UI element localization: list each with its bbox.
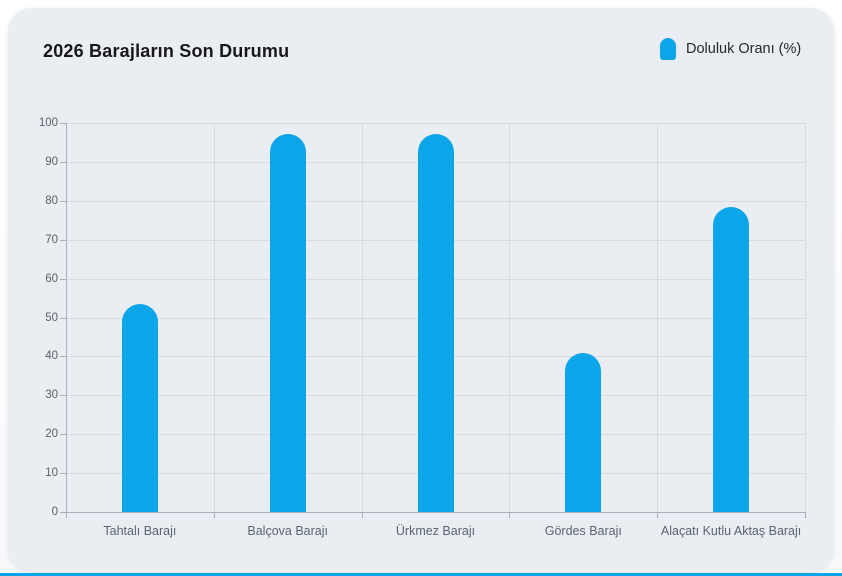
legend-bar-icon bbox=[660, 38, 676, 60]
x-axis-label: Tahtalı Barajı bbox=[103, 524, 177, 538]
y-axis-tick bbox=[60, 161, 66, 163]
chart-bar[interactable] bbox=[269, 133, 306, 512]
x-axis-line bbox=[66, 512, 805, 513]
y-axis-tick-label: 30 bbox=[45, 389, 58, 402]
y-axis-tick bbox=[60, 512, 66, 513]
y-axis-tick bbox=[60, 395, 66, 397]
x-axis-tick bbox=[657, 512, 659, 518]
x-axis-tick bbox=[509, 512, 511, 518]
x-axis-tick bbox=[66, 512, 67, 518]
y-axis-tick bbox=[60, 356, 66, 358]
legend-item[interactable]: Doluluk Oranı (%) bbox=[660, 38, 801, 60]
gridline-horizontal bbox=[66, 123, 805, 124]
x-axis-label: Gördes Barajı bbox=[544, 524, 622, 538]
y-axis-tick-label: 20 bbox=[45, 428, 58, 441]
x-axis-tick bbox=[361, 512, 363, 518]
y-axis-tick-label: 60 bbox=[45, 272, 58, 285]
y-axis-tick bbox=[60, 200, 66, 202]
x-axis-label: Alaçatı Kutlu Aktaş Barajı bbox=[660, 524, 802, 538]
y-axis-tick-label: 90 bbox=[45, 155, 58, 168]
y-axis-tick-label: 50 bbox=[45, 311, 58, 324]
gridline-vertical bbox=[509, 123, 511, 512]
bottom-accent-line bbox=[0, 573, 842, 576]
x-axis-label: Balçova Barajı bbox=[247, 524, 328, 538]
y-axis-tick-label: 80 bbox=[45, 194, 58, 207]
y-axis-tick bbox=[60, 278, 66, 280]
y-axis-tick bbox=[60, 239, 66, 241]
y-axis-line bbox=[66, 123, 67, 512]
y-axis-tick bbox=[60, 473, 66, 475]
legend-label: Doluluk Oranı (%) bbox=[686, 41, 802, 57]
y-axis-tick bbox=[60, 123, 66, 124]
x-axis-label: Ürkmez Barajı bbox=[395, 524, 476, 538]
x-axis-tick bbox=[213, 512, 215, 518]
y-axis-tick bbox=[60, 434, 66, 436]
y-axis-tick-label: 10 bbox=[45, 467, 58, 480]
y-axis-tick-label: 40 bbox=[45, 350, 58, 363]
chart-bar[interactable] bbox=[565, 352, 602, 512]
y-axis-tick bbox=[60, 317, 66, 319]
y-axis-tick-label: 100 bbox=[38, 117, 58, 129]
gridline-vertical bbox=[657, 123, 659, 512]
x-axis-tick bbox=[805, 512, 806, 518]
gridline-vertical bbox=[805, 123, 806, 512]
gridline-vertical bbox=[361, 123, 363, 512]
chart-bar[interactable] bbox=[713, 206, 750, 512]
chart-bar[interactable] bbox=[121, 303, 158, 512]
y-axis-tick-label: 70 bbox=[45, 233, 58, 246]
y-axis-tick-label: 0 bbox=[51, 506, 58, 518]
chart-bar[interactable] bbox=[417, 133, 454, 512]
gridline-vertical bbox=[213, 123, 215, 512]
chart-title: 2026 Barajların Son Durumu bbox=[43, 41, 290, 61]
